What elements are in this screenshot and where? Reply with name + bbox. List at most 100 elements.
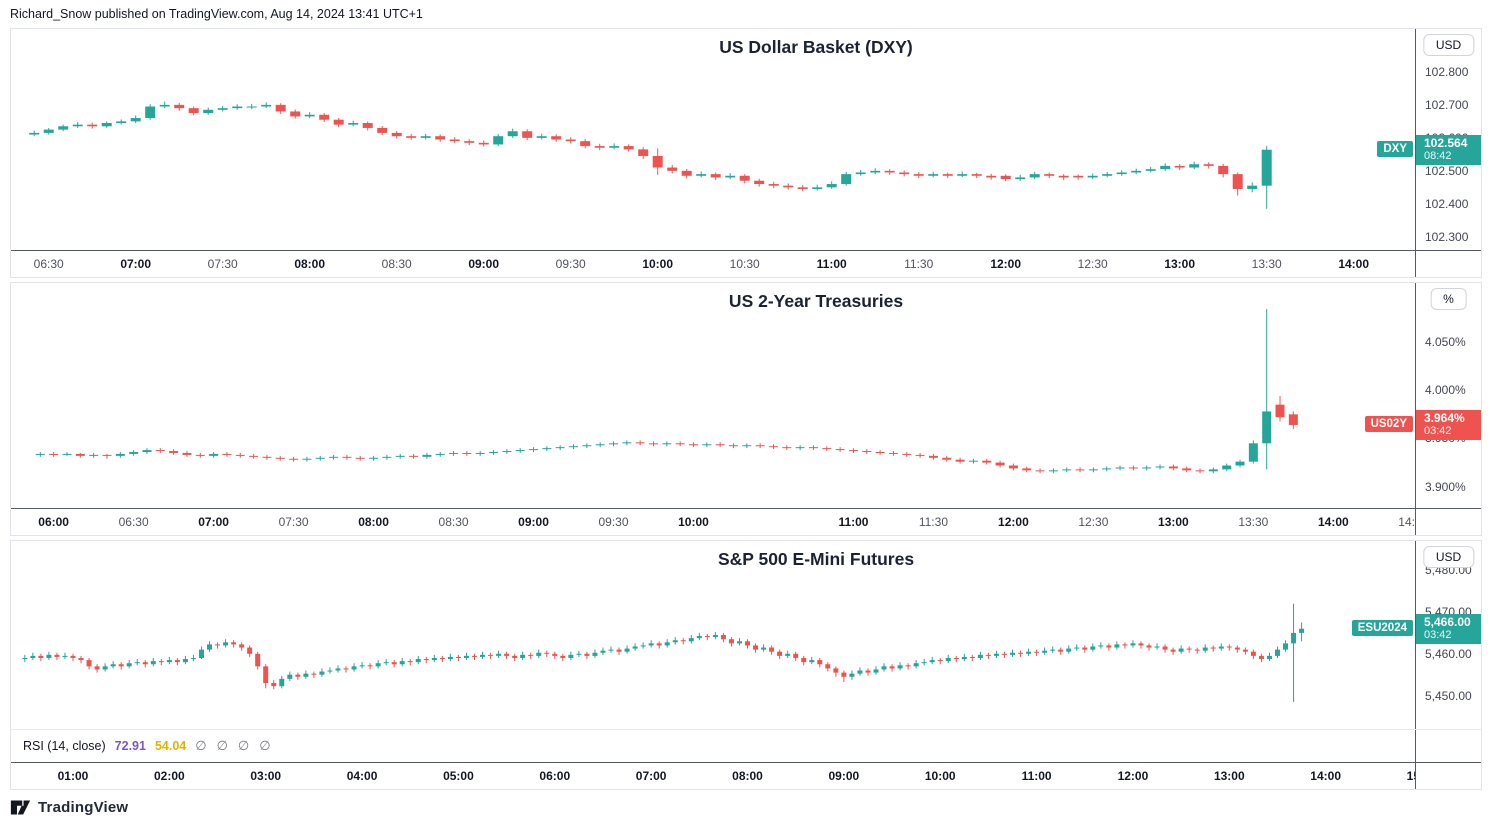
time-tick-label: 11:00 (816, 257, 847, 271)
time-tick-label: 05:00 (443, 769, 474, 783)
time-tick-label: 03:00 (250, 769, 282, 783)
symbol-price-label: DXY (1377, 140, 1413, 157)
time-tick-label: 15:00 (1406, 769, 1415, 783)
attribution-text: Richard_Snow published on TradingView.co… (10, 7, 423, 21)
time-axis[interactable]: 01:00 02:00 03:00 04:00 05:00 06:00 07:00 08:00… (11, 762, 1481, 789)
time-axis[interactable]: 06:30 07:00 07:30 08:00 08:30 09:00 09:30 10:00… (11, 250, 1481, 277)
axis-corner (1416, 730, 1481, 762)
time-tick-label: 02:00 (153, 769, 185, 783)
price-axis-unit-button[interactable]: % (1430, 288, 1467, 310)
chart-title: US 2-Year Treasuries (728, 291, 904, 311)
time-tick-label: 09:00 (518, 515, 549, 529)
time-axis[interactable]: 06:00 06:30 07:00 07:30 08:00 08:30 09:00 09:30… (11, 508, 1481, 535)
candles-svg (29, 101, 1272, 209)
bar-countdown: 03:42 (1424, 628, 1452, 641)
last-price-badge: 3.964% 03:42 (1416, 409, 1481, 440)
chart-panel-dxy: US Dollar Basket (DXY) DXY USD 102.800 10… (10, 28, 1482, 278)
price-tick-label: 102.800 (1425, 64, 1469, 79)
price-tick-label: 3.900% (1425, 479, 1466, 494)
rsi-value: 72.91 (114, 739, 146, 753)
rsi-indicator-label[interactable]: RSI (14, close) (23, 739, 106, 753)
time-tick-label: 12:00 (990, 257, 1022, 271)
time-tick-label: 14:00 (1338, 257, 1370, 271)
axis-corner (1416, 251, 1481, 277)
rsi-ma-value: 54.04 (154, 739, 187, 753)
time-tick-label: 08:00 (358, 515, 389, 529)
time-tick-label: 11:30 (918, 515, 948, 529)
time-tick-label: 07:00 (635, 769, 667, 783)
price-tick-label: 4.050% (1425, 334, 1466, 349)
tradingview-logo-icon (10, 797, 31, 818)
time-tick-label: 10:00 (642, 257, 674, 271)
price-tick-label: 102.500 (1425, 163, 1469, 178)
bar-countdown: 08:42 (1424, 149, 1452, 162)
time-axis-labels[interactable]: 01:00 02:00 03:00 04:00 05:00 06:00 07:00 08:00… (11, 763, 1416, 789)
candles-svg (22, 603, 1305, 702)
time-tick-label: 12:30 (1078, 515, 1109, 529)
axis-corner (1416, 763, 1481, 789)
time-tick-label: 08:30 (381, 257, 412, 271)
candles-svg (35, 309, 1298, 474)
time-tick-label: 06:00 (539, 769, 571, 783)
es-plot-area[interactable]: S&P 500 E-Mini Futures ESU2024 (11, 541, 1416, 729)
time-axis-labels[interactable]: 06:30 07:00 07:30 08:00 08:30 09:00 09:30 10:00… (11, 251, 1416, 277)
price-axis-unit-button[interactable]: USD (1422, 34, 1475, 56)
brand-name: TradingView (38, 799, 129, 816)
price-tick-label: 102.400 (1425, 196, 1469, 211)
time-tick-label: 01:00 (57, 769, 89, 783)
price-tick-label: 4.000% (1425, 383, 1466, 398)
price-axis[interactable]: USD 102.800102.700102.600102.500102.4001… (1416, 29, 1481, 250)
time-tick-label: 08:00 (732, 769, 763, 783)
time-tick-label: 07:00 (198, 515, 229, 529)
symbol-price-label: ESU2024 (1351, 619, 1413, 636)
time-tick-label: 14:00 (1317, 515, 1349, 529)
last-price-badge: 102.564 08:42 (1416, 134, 1481, 165)
time-tick-label: 08:30 (438, 515, 469, 529)
time-tick-label: 12:30 (1077, 257, 1108, 271)
time-tick-label: 10:00 (678, 515, 709, 529)
time-tick-label: 06:30 (118, 515, 149, 529)
rsi-empty-value-icon: ∅ (216, 738, 229, 753)
price-axis-unit-button[interactable]: USD (1422, 546, 1475, 568)
chart-title: S&P 500 E-Mini Futures (717, 549, 915, 569)
bar-countdown: 03:42 (1424, 424, 1452, 437)
price-tick-label: 5,460.00 (1425, 646, 1472, 661)
time-tick-label: 11:00 (838, 515, 869, 529)
price-axis[interactable]: USD 5,480.00 5,470.00 5,460.00 5,450.00 5,4… (1416, 541, 1481, 729)
chart-panel-es-futures: S&P 500 E-Mini Futures ESU2024 USD 5,480… (10, 540, 1482, 790)
time-tick-label: 13:00 (1158, 515, 1189, 529)
price-tick-label: 5,450.00 (1425, 688, 1472, 703)
time-tick-label: 14:30 (1398, 515, 1415, 529)
time-tick-label: 07:30 (207, 257, 238, 271)
rsi-empty-value-icon: ∅ (237, 738, 251, 753)
chart-title: US Dollar Basket (DXY) (719, 37, 913, 57)
time-tick-label: 09:30 (598, 515, 629, 529)
price-tick-label: 102.700 (1425, 97, 1469, 112)
axis-corner (1416, 509, 1481, 535)
time-tick-label: 06:00 (38, 515, 69, 529)
price-axis[interactable]: % 4.050%4.000%3.950%3.900% 3.964% 03:42 (1416, 283, 1481, 508)
time-tick-label: 07:30 (278, 515, 309, 529)
time-tick-label: 10:00 (924, 769, 956, 783)
time-tick-label: 12:00 (1117, 769, 1149, 783)
time-tick-label: 11:30 (904, 257, 934, 271)
price-tick-label: 102.300 (1425, 229, 1469, 244)
time-tick-label: 09:00 (828, 769, 860, 783)
time-tick-label: 13:00 (1213, 769, 1245, 783)
us02y-plot-area[interactable]: US 2-Year Treasuries US02Y (11, 283, 1416, 508)
time-tick-label: 13:00 (1164, 257, 1196, 271)
time-tick-label: 11:00 (1021, 769, 1052, 783)
rsi-indicator-pane: RSI (14, close) 72.91 54.04 ∅ ∅ ∅ ∅ (11, 729, 1481, 762)
tradingview-branding[interactable]: TradingView (10, 797, 128, 818)
time-axis-labels[interactable]: 06:00 06:30 07:00 07:30 08:00 08:30 09:00 09:30… (11, 509, 1416, 535)
time-tick-label: 09:30 (555, 257, 586, 271)
chart-panel-us02y: US 2-Year Treasuries US02Y % 4.050% 4.000… (10, 282, 1482, 536)
dxy-plot-area[interactable]: US Dollar Basket (DXY) DXY (11, 29, 1416, 250)
time-tick-label: 07:00 (120, 257, 152, 271)
time-tick-label: 06:30 (33, 257, 64, 271)
time-tick-label: 10:30 (729, 257, 760, 271)
rsi-empty-value-icon: ∅ (195, 738, 208, 753)
time-tick-label: 12:00 (998, 515, 1029, 529)
last-price-badge: 5,466.00 03:42 (1416, 613, 1481, 644)
